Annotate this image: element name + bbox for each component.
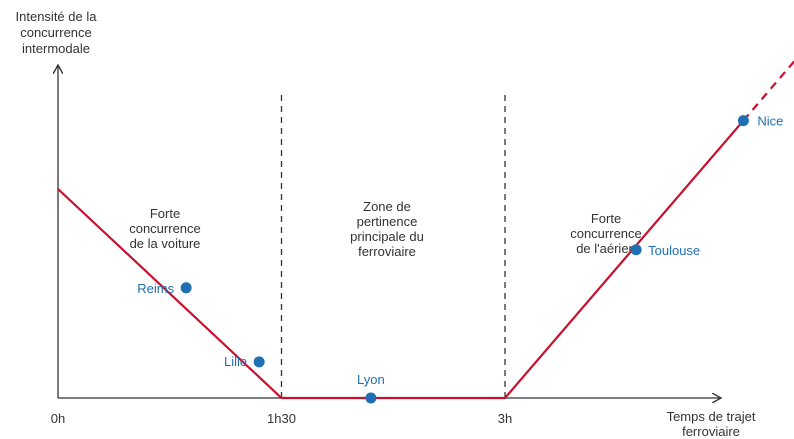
city-points: Reims Lille Lyon Toulouse Nice <box>137 114 783 404</box>
point-lyon <box>365 392 377 404</box>
x-tick-labels: 0h 1h30 3h <box>51 411 512 426</box>
point-lille <box>253 356 265 368</box>
zone-label-1: Zone de pertinence principale du ferroviair… <box>350 199 424 259</box>
point-reims <box>180 282 192 294</box>
zone-label-2: Forte concurrence de l'aérien <box>570 211 642 256</box>
zone-labels: Forte concurrence de la voiture Zone de pert… <box>129 199 642 259</box>
competition-curve-extension <box>742 59 794 122</box>
competition-curve <box>57 119 745 400</box>
x-axis-label: Temps de trajet ferroviaire <box>667 409 756 439</box>
point-label-reims: Reims <box>137 281 174 296</box>
x-tick-label-2: 3h <box>498 411 512 426</box>
point-label-lille: Lille <box>224 354 247 369</box>
point-label-toulouse: Toulouse <box>648 243 700 258</box>
point-nice <box>737 115 749 127</box>
y-axis-label: Intensité de la concurrence intermodale <box>16 9 98 56</box>
point-toulouse <box>630 244 642 256</box>
point-label-nice: Nice <box>757 114 783 129</box>
zone-label-0: Forte concurrence de la voiture <box>129 206 201 251</box>
x-tick-label-1: 1h30 <box>267 411 296 426</box>
point-label-lyon: Lyon <box>357 372 385 387</box>
x-tick-label-0: 0h <box>51 411 65 426</box>
